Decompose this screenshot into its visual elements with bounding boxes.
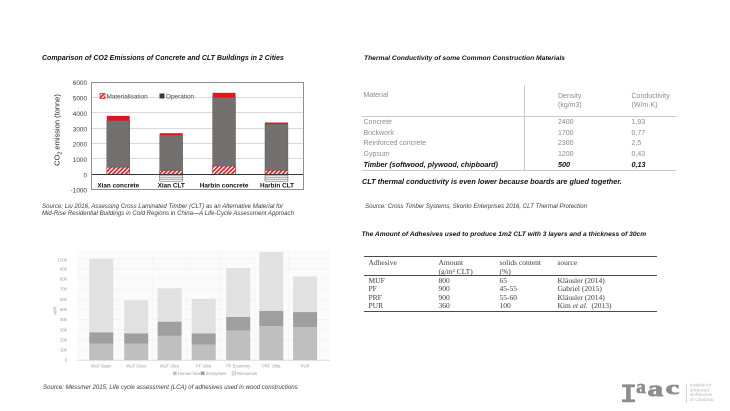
svg-text:4000: 4000: [73, 111, 88, 118]
svg-text:Xian concrete: Xian concrete: [97, 183, 139, 190]
svg-text:600: 600: [60, 297, 68, 302]
svg-text:1000: 1000: [73, 157, 88, 164]
svg-text:PUR: PUR: [301, 364, 310, 369]
svg-text:Ecosystem: Ecosystem: [206, 371, 227, 376]
svg-text:Human health: Human health: [178, 371, 205, 376]
svg-text:3000: 3000: [73, 126, 88, 133]
svg-text:PRF Ultra: PRF Ultra: [262, 364, 281, 369]
svg-text:of Catalonia: of Catalonia: [690, 397, 714, 402]
svg-text:Operation: Operation: [166, 94, 195, 101]
svg-text:700: 700: [60, 287, 68, 292]
svg-text:a: a: [648, 376, 664, 401]
svg-text:MUF Basic: MUF Basic: [91, 364, 111, 369]
svg-text:Xian CLT: Xian CLT: [158, 183, 185, 190]
svg-text:200: 200: [60, 337, 68, 342]
svg-text:Resources: Resources: [237, 371, 257, 376]
svg-text:0: 0: [83, 172, 87, 179]
svg-text:400: 400: [60, 317, 68, 322]
svg-text:PF Ultra: PF Ultra: [196, 364, 212, 369]
svg-text:MUF Ultra: MUF Ultra: [160, 364, 180, 369]
svg-text:1000: 1000: [58, 258, 68, 263]
svg-text:300: 300: [60, 327, 68, 332]
svg-text:Harbin CLT: Harbin CLT: [260, 183, 294, 190]
svg-text:CO2 emission (tonne): CO2 emission (tonne): [53, 94, 64, 166]
svg-text:architecture: architecture: [690, 392, 713, 397]
svg-text:6000: 6000: [73, 80, 88, 87]
svg-text:PF Economy: PF Economy: [226, 364, 251, 369]
svg-text:c: c: [666, 378, 680, 399]
svg-text:Harbin concrete: Harbin concrete: [200, 183, 249, 190]
svg-text:a: a: [636, 378, 646, 398]
svg-text:800: 800: [60, 277, 68, 282]
svg-text:2000: 2000: [73, 142, 88, 149]
svg-text:5000: 5000: [73, 96, 88, 103]
svg-text:0: 0: [65, 358, 68, 363]
svg-text:Materialisation: Materialisation: [107, 94, 149, 101]
svg-text:advanced: advanced: [690, 387, 709, 392]
svg-text:100: 100: [60, 348, 68, 353]
svg-text:MUF Claro: MUF Claro: [126, 364, 147, 369]
svg-text:900: 900: [60, 266, 68, 271]
svg-text:500: 500: [60, 307, 68, 312]
svg-text:-1000: -1000: [71, 188, 88, 195]
svg-text:mPt: mPt: [53, 306, 58, 315]
svg-text:Institute for: Institute for: [690, 383, 712, 388]
